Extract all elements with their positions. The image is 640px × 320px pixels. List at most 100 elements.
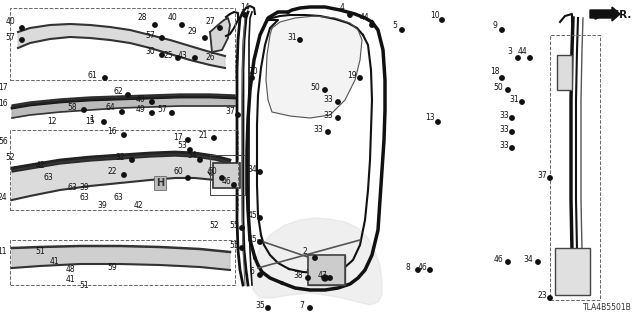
Text: 60: 60 [173,167,183,177]
Text: 33: 33 [323,95,333,105]
Text: 37: 37 [225,108,235,116]
Circle shape [428,268,432,272]
Circle shape [130,158,134,162]
Circle shape [150,111,154,115]
Circle shape [440,18,444,22]
Text: 16: 16 [0,100,8,108]
Text: 56: 56 [0,138,8,147]
Bar [308,255,345,285]
Circle shape [102,120,106,124]
Circle shape [323,88,327,92]
Circle shape [120,110,124,114]
Text: 50: 50 [493,84,503,92]
Circle shape [336,116,340,120]
Polygon shape [18,24,225,68]
Bar [10,130,238,210]
Text: 4: 4 [340,4,344,12]
Text: 5: 5 [392,20,397,29]
Circle shape [258,170,262,174]
Text: 46: 46 [221,178,231,187]
Circle shape [150,100,154,104]
Polygon shape [12,246,230,270]
Circle shape [436,120,440,124]
Text: 33: 33 [499,125,509,134]
Circle shape [122,173,126,177]
Circle shape [240,246,244,250]
Text: 55: 55 [229,220,239,229]
Text: 44: 44 [359,13,369,22]
Text: 57: 57 [5,34,15,43]
Text: 47: 47 [317,270,327,279]
Polygon shape [266,16,362,118]
Circle shape [218,26,222,30]
Circle shape [306,276,310,280]
Text: 45: 45 [247,236,257,244]
Circle shape [510,130,514,134]
Text: FR.: FR. [612,10,632,20]
Bar [213,163,240,188]
Circle shape [500,76,504,80]
Text: TLA4B5501B: TLA4B5501B [583,303,632,312]
Text: 46: 46 [417,263,427,273]
Text: 33: 33 [499,110,509,119]
Text: 19: 19 [347,70,357,79]
Circle shape [258,273,262,277]
Circle shape [240,226,244,230]
Bar [10,8,235,80]
Text: 14: 14 [240,4,250,12]
Circle shape [510,146,514,150]
Text: 9: 9 [493,20,497,29]
Text: 51: 51 [79,281,89,290]
Text: 63: 63 [43,173,53,182]
Text: 29: 29 [187,28,197,36]
Text: 52: 52 [209,220,219,229]
Text: 41: 41 [49,258,59,267]
Circle shape [400,28,404,32]
Circle shape [20,26,24,30]
Text: 31: 31 [287,34,297,43]
Circle shape [160,53,164,57]
Text: 15: 15 [85,117,95,126]
Circle shape [298,38,302,42]
Text: 52: 52 [5,154,15,163]
Polygon shape [12,97,235,118]
Circle shape [250,76,254,80]
Circle shape [506,260,510,264]
Circle shape [506,88,510,92]
Bar [10,240,235,285]
Text: 20: 20 [248,68,258,76]
Circle shape [186,176,190,180]
Text: 46: 46 [493,255,503,265]
Text: 16: 16 [107,127,117,137]
Text: 63: 63 [79,194,89,203]
Circle shape [198,158,202,162]
Polygon shape [251,218,382,305]
Text: H: H [156,178,164,188]
Text: 37: 37 [537,171,547,180]
Text: 54: 54 [187,150,197,159]
Text: 34: 34 [523,255,533,265]
Text: 38: 38 [293,270,303,279]
Text: 43: 43 [177,51,187,60]
Circle shape [160,36,164,40]
Circle shape [336,100,340,104]
Circle shape [322,275,328,281]
Circle shape [122,133,126,137]
Circle shape [180,23,184,27]
Circle shape [236,113,240,117]
Text: 48: 48 [65,266,75,275]
Text: 39: 39 [97,201,107,210]
Text: 40: 40 [135,95,145,105]
Circle shape [358,76,362,80]
Circle shape [258,216,262,220]
Circle shape [528,56,532,60]
Text: 41: 41 [65,276,75,284]
Text: 7: 7 [300,300,305,309]
Text: 53: 53 [177,140,187,149]
Circle shape [243,13,247,17]
Circle shape [188,148,192,152]
Text: 21: 21 [198,131,208,140]
Text: 49: 49 [135,106,145,115]
Text: 39: 39 [79,183,89,193]
Text: 17: 17 [173,133,183,142]
